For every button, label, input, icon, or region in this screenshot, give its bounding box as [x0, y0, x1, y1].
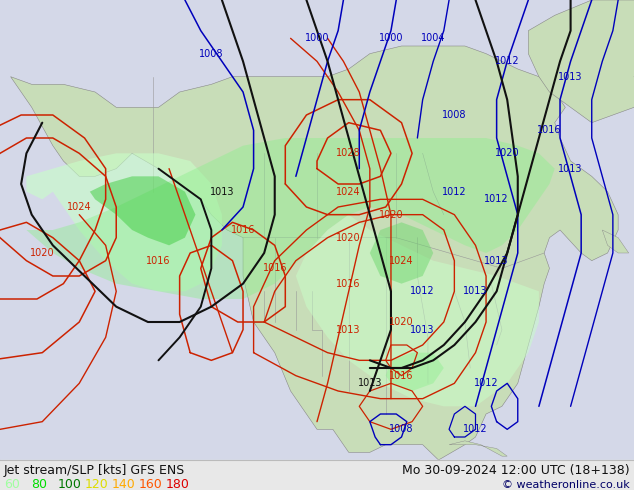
- Text: 1012: 1012: [474, 378, 498, 389]
- Text: 1012: 1012: [463, 424, 488, 434]
- Polygon shape: [90, 176, 195, 245]
- Bar: [0, 460, 634, 490]
- Polygon shape: [528, 0, 634, 122]
- Text: 1013: 1013: [358, 378, 382, 389]
- Text: 80: 80: [31, 478, 47, 490]
- Text: 1016: 1016: [146, 256, 171, 266]
- Text: Jet stream/SLP [kts] GFS ENS: Jet stream/SLP [kts] GFS ENS: [4, 464, 185, 477]
- Text: 1016: 1016: [231, 225, 256, 235]
- Text: 1012: 1012: [495, 56, 519, 66]
- Text: 1008: 1008: [442, 110, 467, 120]
- Text: 1012: 1012: [484, 195, 509, 204]
- Polygon shape: [449, 441, 507, 456]
- Text: 1013: 1013: [463, 286, 488, 296]
- Text: 1016: 1016: [337, 279, 361, 289]
- Text: 1013: 1013: [559, 164, 583, 173]
- Text: 1020: 1020: [389, 317, 414, 327]
- Text: 160: 160: [139, 478, 163, 490]
- Text: 1020: 1020: [495, 148, 519, 158]
- Polygon shape: [27, 138, 555, 299]
- Text: 1024: 1024: [337, 187, 361, 196]
- Text: 1004: 1004: [421, 33, 446, 43]
- Text: 1024: 1024: [67, 202, 91, 212]
- Text: 1000: 1000: [378, 33, 403, 43]
- Text: 180: 180: [166, 478, 190, 490]
- Text: 1000: 1000: [305, 33, 329, 43]
- Text: 1012: 1012: [442, 187, 467, 196]
- Text: 1013: 1013: [337, 325, 361, 335]
- Text: 1020: 1020: [337, 233, 361, 243]
- Polygon shape: [296, 215, 539, 406]
- Text: 1013: 1013: [484, 256, 509, 266]
- Text: 1024: 1024: [389, 256, 414, 266]
- Text: 60: 60: [4, 478, 20, 490]
- Text: 1008: 1008: [389, 424, 414, 434]
- Polygon shape: [602, 230, 629, 253]
- Text: 140: 140: [112, 478, 136, 490]
- Polygon shape: [385, 353, 444, 391]
- Text: 1028: 1028: [337, 148, 361, 158]
- Text: 120: 120: [85, 478, 109, 490]
- Text: 1013: 1013: [559, 72, 583, 82]
- Polygon shape: [370, 222, 433, 284]
- Text: 1016: 1016: [537, 125, 562, 135]
- Text: 1020: 1020: [30, 248, 55, 258]
- Text: 1012: 1012: [410, 286, 435, 296]
- Text: 1013: 1013: [210, 187, 234, 196]
- Text: © weatheronline.co.uk: © weatheronline.co.uk: [502, 480, 630, 490]
- Polygon shape: [27, 153, 222, 292]
- Text: 1008: 1008: [199, 49, 224, 59]
- Text: 1020: 1020: [378, 210, 403, 220]
- Text: 1016: 1016: [389, 370, 414, 381]
- Polygon shape: [11, 46, 618, 460]
- Text: Mo 30-09-2024 12:00 UTC (18+138): Mo 30-09-2024 12:00 UTC (18+138): [403, 464, 630, 477]
- Text: 1013: 1013: [410, 325, 435, 335]
- Text: 1016: 1016: [262, 263, 287, 273]
- Text: 100: 100: [58, 478, 82, 490]
